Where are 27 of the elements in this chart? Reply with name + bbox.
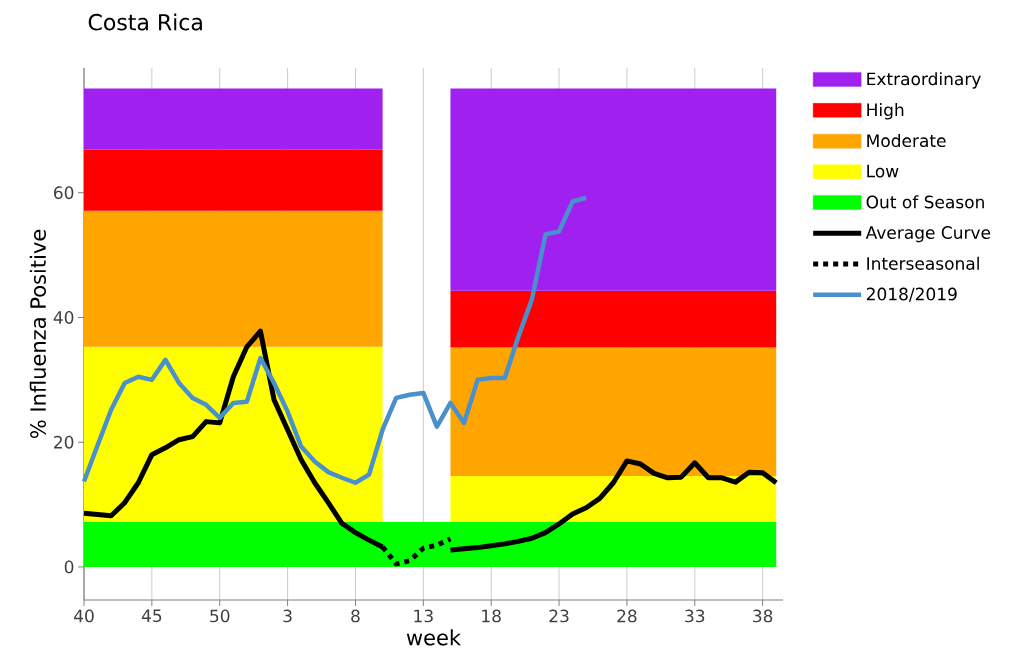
x-tick-label: 45 bbox=[141, 609, 162, 623]
legend-label: Interseasonal bbox=[867, 256, 979, 270]
legend-label: High bbox=[867, 103, 904, 120]
y-tick-label: 60 bbox=[54, 186, 74, 200]
legend-label: 2018/2019 bbox=[866, 287, 957, 302]
chart-title: Costa Rica bbox=[88, 13, 202, 31]
legend-label: Average Curve bbox=[865, 226, 991, 243]
x-tick-label: 18 bbox=[482, 609, 501, 623]
y-tick-label: 40 bbox=[53, 311, 74, 324]
y-tick-label: 0 bbox=[64, 560, 74, 574]
x-tick-label: 23 bbox=[549, 609, 569, 623]
x-tick-label: 50 bbox=[210, 609, 230, 623]
x-tick-label: 3 bbox=[283, 609, 292, 623]
x-axis-title: week bbox=[406, 629, 462, 646]
legend-label: Moderate bbox=[867, 133, 946, 148]
x-tick-label: 33 bbox=[685, 609, 705, 623]
y-tick-label: 20 bbox=[54, 435, 74, 449]
legend-label: Extraordinary bbox=[867, 72, 981, 89]
x-tick-label: 38 bbox=[753, 609, 773, 623]
x-tick-label: 13 bbox=[414, 609, 433, 623]
y-axis-title: % Influenza Positive bbox=[29, 229, 47, 439]
x-tick-label: 40 bbox=[74, 609, 94, 623]
legend-label: Out of Season bbox=[866, 195, 984, 209]
x-tick-label: 28 bbox=[617, 609, 637, 623]
legend-label: Low bbox=[867, 164, 899, 178]
line-series bbox=[81, 195, 589, 485]
x-tick-label: 8 bbox=[351, 609, 360, 623]
